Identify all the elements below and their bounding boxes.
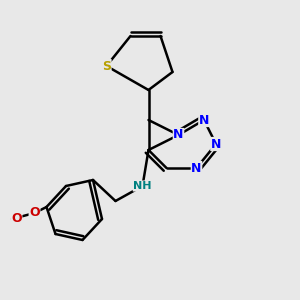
Text: N: N bbox=[211, 137, 221, 151]
Text: S: S bbox=[102, 59, 111, 73]
Text: NH: NH bbox=[133, 181, 152, 191]
Text: O: O bbox=[29, 206, 40, 220]
Text: N: N bbox=[191, 161, 202, 175]
Text: N: N bbox=[199, 113, 209, 127]
Text: O: O bbox=[11, 212, 22, 226]
Text: N: N bbox=[173, 128, 184, 142]
